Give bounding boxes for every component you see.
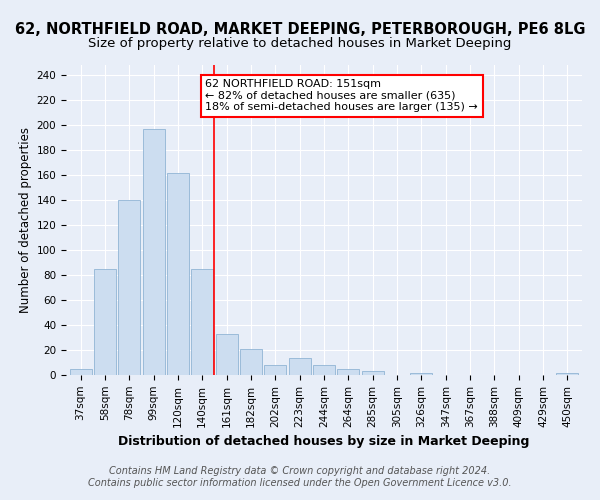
- Bar: [143, 128, 164, 375]
- Bar: [118, 200, 140, 375]
- Text: Size of property relative to detached houses in Market Deeping: Size of property relative to detached ho…: [88, 38, 512, 51]
- Bar: [362, 371, 383, 375]
- Bar: [70, 369, 92, 375]
- Text: 62 NORTHFIELD ROAD: 151sqm
← 82% of detached houses are smaller (635)
18% of sem: 62 NORTHFIELD ROAD: 151sqm ← 82% of deta…: [205, 79, 478, 112]
- X-axis label: Distribution of detached houses by size in Market Deeping: Distribution of detached houses by size …: [118, 435, 530, 448]
- Text: Contains HM Land Registry data © Crown copyright and database right 2024.
Contai: Contains HM Land Registry data © Crown c…: [88, 466, 512, 487]
- Bar: [167, 172, 189, 375]
- Bar: [265, 365, 286, 375]
- Bar: [337, 369, 359, 375]
- Bar: [556, 372, 578, 375]
- Bar: [191, 269, 213, 375]
- Bar: [289, 358, 311, 375]
- Bar: [313, 365, 335, 375]
- Text: 62, NORTHFIELD ROAD, MARKET DEEPING, PETERBOROUGH, PE6 8LG: 62, NORTHFIELD ROAD, MARKET DEEPING, PET…: [15, 22, 585, 38]
- Bar: [94, 269, 116, 375]
- Bar: [410, 372, 433, 375]
- Y-axis label: Number of detached properties: Number of detached properties: [19, 127, 32, 313]
- Bar: [215, 334, 238, 375]
- Bar: [240, 349, 262, 375]
